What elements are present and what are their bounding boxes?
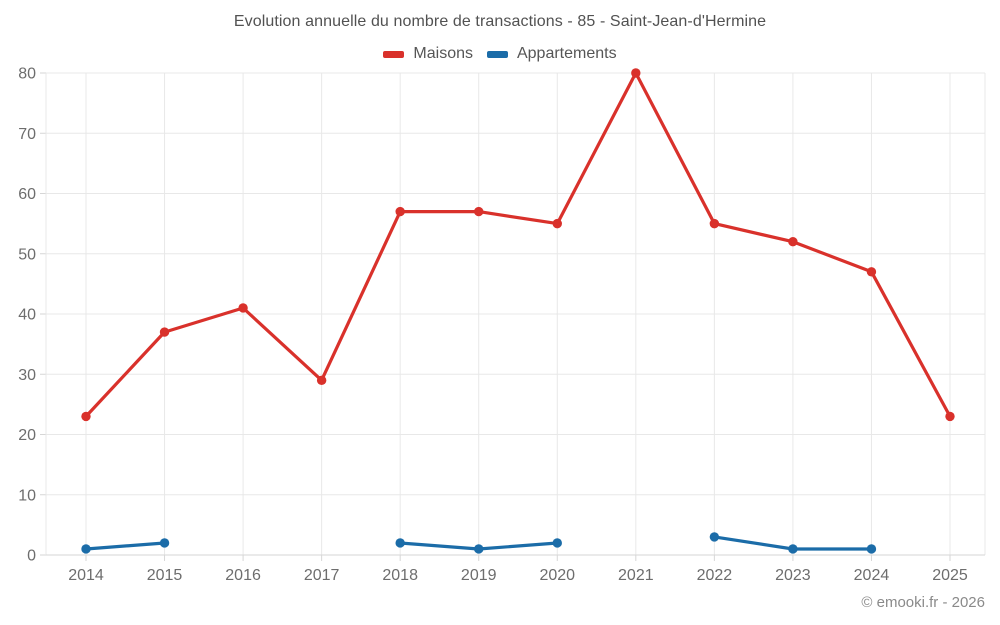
x-tick-label: 2025 — [932, 567, 968, 584]
legend-label-appartements: Appartements — [516, 45, 617, 62]
data-point-maisons-2019[interactable] — [474, 206, 484, 217]
data-point-maisons-2023[interactable] — [788, 237, 798, 247]
y-tick-label: 30 — [18, 367, 36, 384]
x-tick-label: 2020 — [539, 567, 575, 584]
data-point-appartements-2014[interactable] — [81, 544, 91, 554]
copyright-text: © emooki.fr - 2026 — [861, 594, 985, 611]
data-point-maisons-2024[interactable] — [866, 267, 877, 277]
x-tick-label: 2016 — [225, 567, 261, 584]
legend-label-maisons: Maisons — [413, 45, 473, 62]
data-point-maisons-2021[interactable] — [631, 68, 641, 78]
x-tick-label: 2018 — [382, 567, 418, 584]
y-tick-label: 20 — [18, 427, 36, 444]
data-point-appartements-2023[interactable] — [788, 544, 798, 554]
y-tick-label: 40 — [18, 307, 36, 324]
data-point-appartements-2018[interactable] — [395, 538, 405, 548]
data-point-appartements-2019[interactable] — [474, 544, 484, 554]
y-tick-label: 70 — [18, 126, 36, 143]
x-tick-label: 2014 — [68, 567, 104, 584]
y-tick-label: 0 — [27, 548, 36, 565]
data-point-appartements-2024[interactable] — [866, 544, 877, 554]
y-tick-label: 50 — [18, 246, 36, 263]
chart-title: Evolution annuelle du nombre de transact… — [233, 13, 767, 30]
y-tick-label: 80 — [18, 66, 36, 83]
appartements-swatch-icon — [486, 50, 508, 58]
data-point-maisons-2016[interactable] — [238, 303, 248, 313]
data-point-appartements-2015[interactable] — [159, 538, 170, 548]
legend-item-maisons[interactable]: Maisons — [383, 45, 473, 63]
data-point-maisons-2025[interactable] — [945, 411, 955, 422]
x-tick-label: 2017 — [304, 567, 340, 584]
legend-item-appartements[interactable]: Appartements — [486, 45, 617, 63]
x-tick-label: 2023 — [775, 567, 811, 584]
y-tick-label: 60 — [18, 186, 36, 203]
x-tick-label: 2024 — [854, 567, 890, 584]
x-tick-label: 2022 — [697, 567, 733, 584]
x-tick-label: 2015 — [147, 567, 183, 584]
data-point-appartements-2022[interactable] — [709, 532, 720, 542]
data-point-maisons-2022[interactable] — [709, 218, 720, 229]
maisons-line — [84, 71, 952, 418]
chart-legend: Maisons Appartements — [0, 45, 1000, 63]
data-point-maisons-2015[interactable] — [159, 327, 170, 337]
y-tick-label: 10 — [18, 487, 36, 504]
data-point-maisons-2014[interactable] — [81, 411, 91, 422]
data-point-maisons-2018[interactable] — [395, 206, 405, 217]
data-point-maisons-2017[interactable] — [316, 375, 327, 385]
x-tick-label: 2021 — [618, 567, 654, 584]
maisons-swatch-icon — [383, 50, 405, 58]
data-point-appartements-2020[interactable] — [552, 538, 562, 548]
x-tick-label: 2019 — [461, 567, 497, 584]
data-point-maisons-2020[interactable] — [552, 218, 562, 229]
